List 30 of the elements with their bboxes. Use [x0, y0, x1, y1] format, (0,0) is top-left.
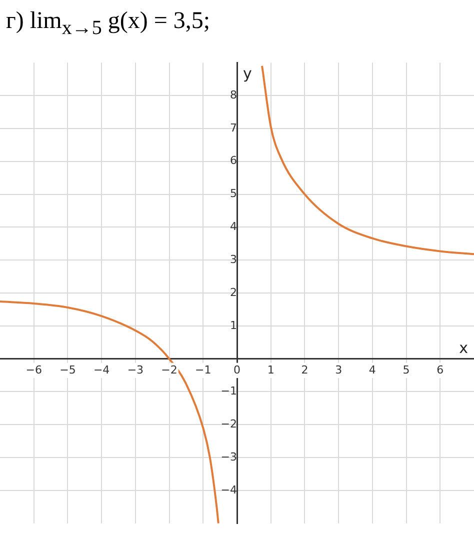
x-tick-label: 2 [301, 363, 308, 376]
x-tick-label: −5 [60, 363, 76, 376]
x-tick-label: −6 [26, 363, 42, 376]
line-series [0, 300, 220, 524]
x-tick-label: 1 [267, 363, 274, 376]
line-series [261, 64, 474, 256]
chart-title: г) lim$_{x→5}$ g(x) = 3,5; [5, 7, 212, 41]
y-tick-label: 7 [230, 121, 237, 134]
y-tick-label: −2 [220, 418, 237, 431]
x-tick-label: −1 [195, 363, 212, 376]
x-tick-label: −4 [93, 363, 110, 376]
y-tick-label: 3 [230, 252, 237, 266]
x-tick-label: 5 [402, 363, 410, 376]
y-tick-label: 5 [230, 187, 237, 200]
x-tick-label: 6 [436, 363, 444, 376]
y-tick-label: 2 [230, 286, 237, 299]
y-tick-label: 4 [230, 220, 237, 234]
x-tick-label: 3 [335, 363, 342, 376]
y-tick-label: −3 [220, 450, 237, 464]
x-tick-label: −2 [161, 363, 178, 376]
y-axis-title: y [243, 64, 252, 83]
x-tick-label: 4 [368, 363, 376, 376]
y-tick-label: −1 [220, 384, 237, 398]
x-tick-label: 0 [234, 363, 240, 376]
y-tick-label: 6 [230, 154, 237, 168]
x-tick-label: −3 [127, 363, 144, 376]
y-tick-label: 8 [230, 88, 237, 102]
y-tick-label: 1 [230, 318, 237, 332]
x-axis-title: x [459, 338, 468, 357]
y-tick-label: −4 [220, 483, 237, 496]
